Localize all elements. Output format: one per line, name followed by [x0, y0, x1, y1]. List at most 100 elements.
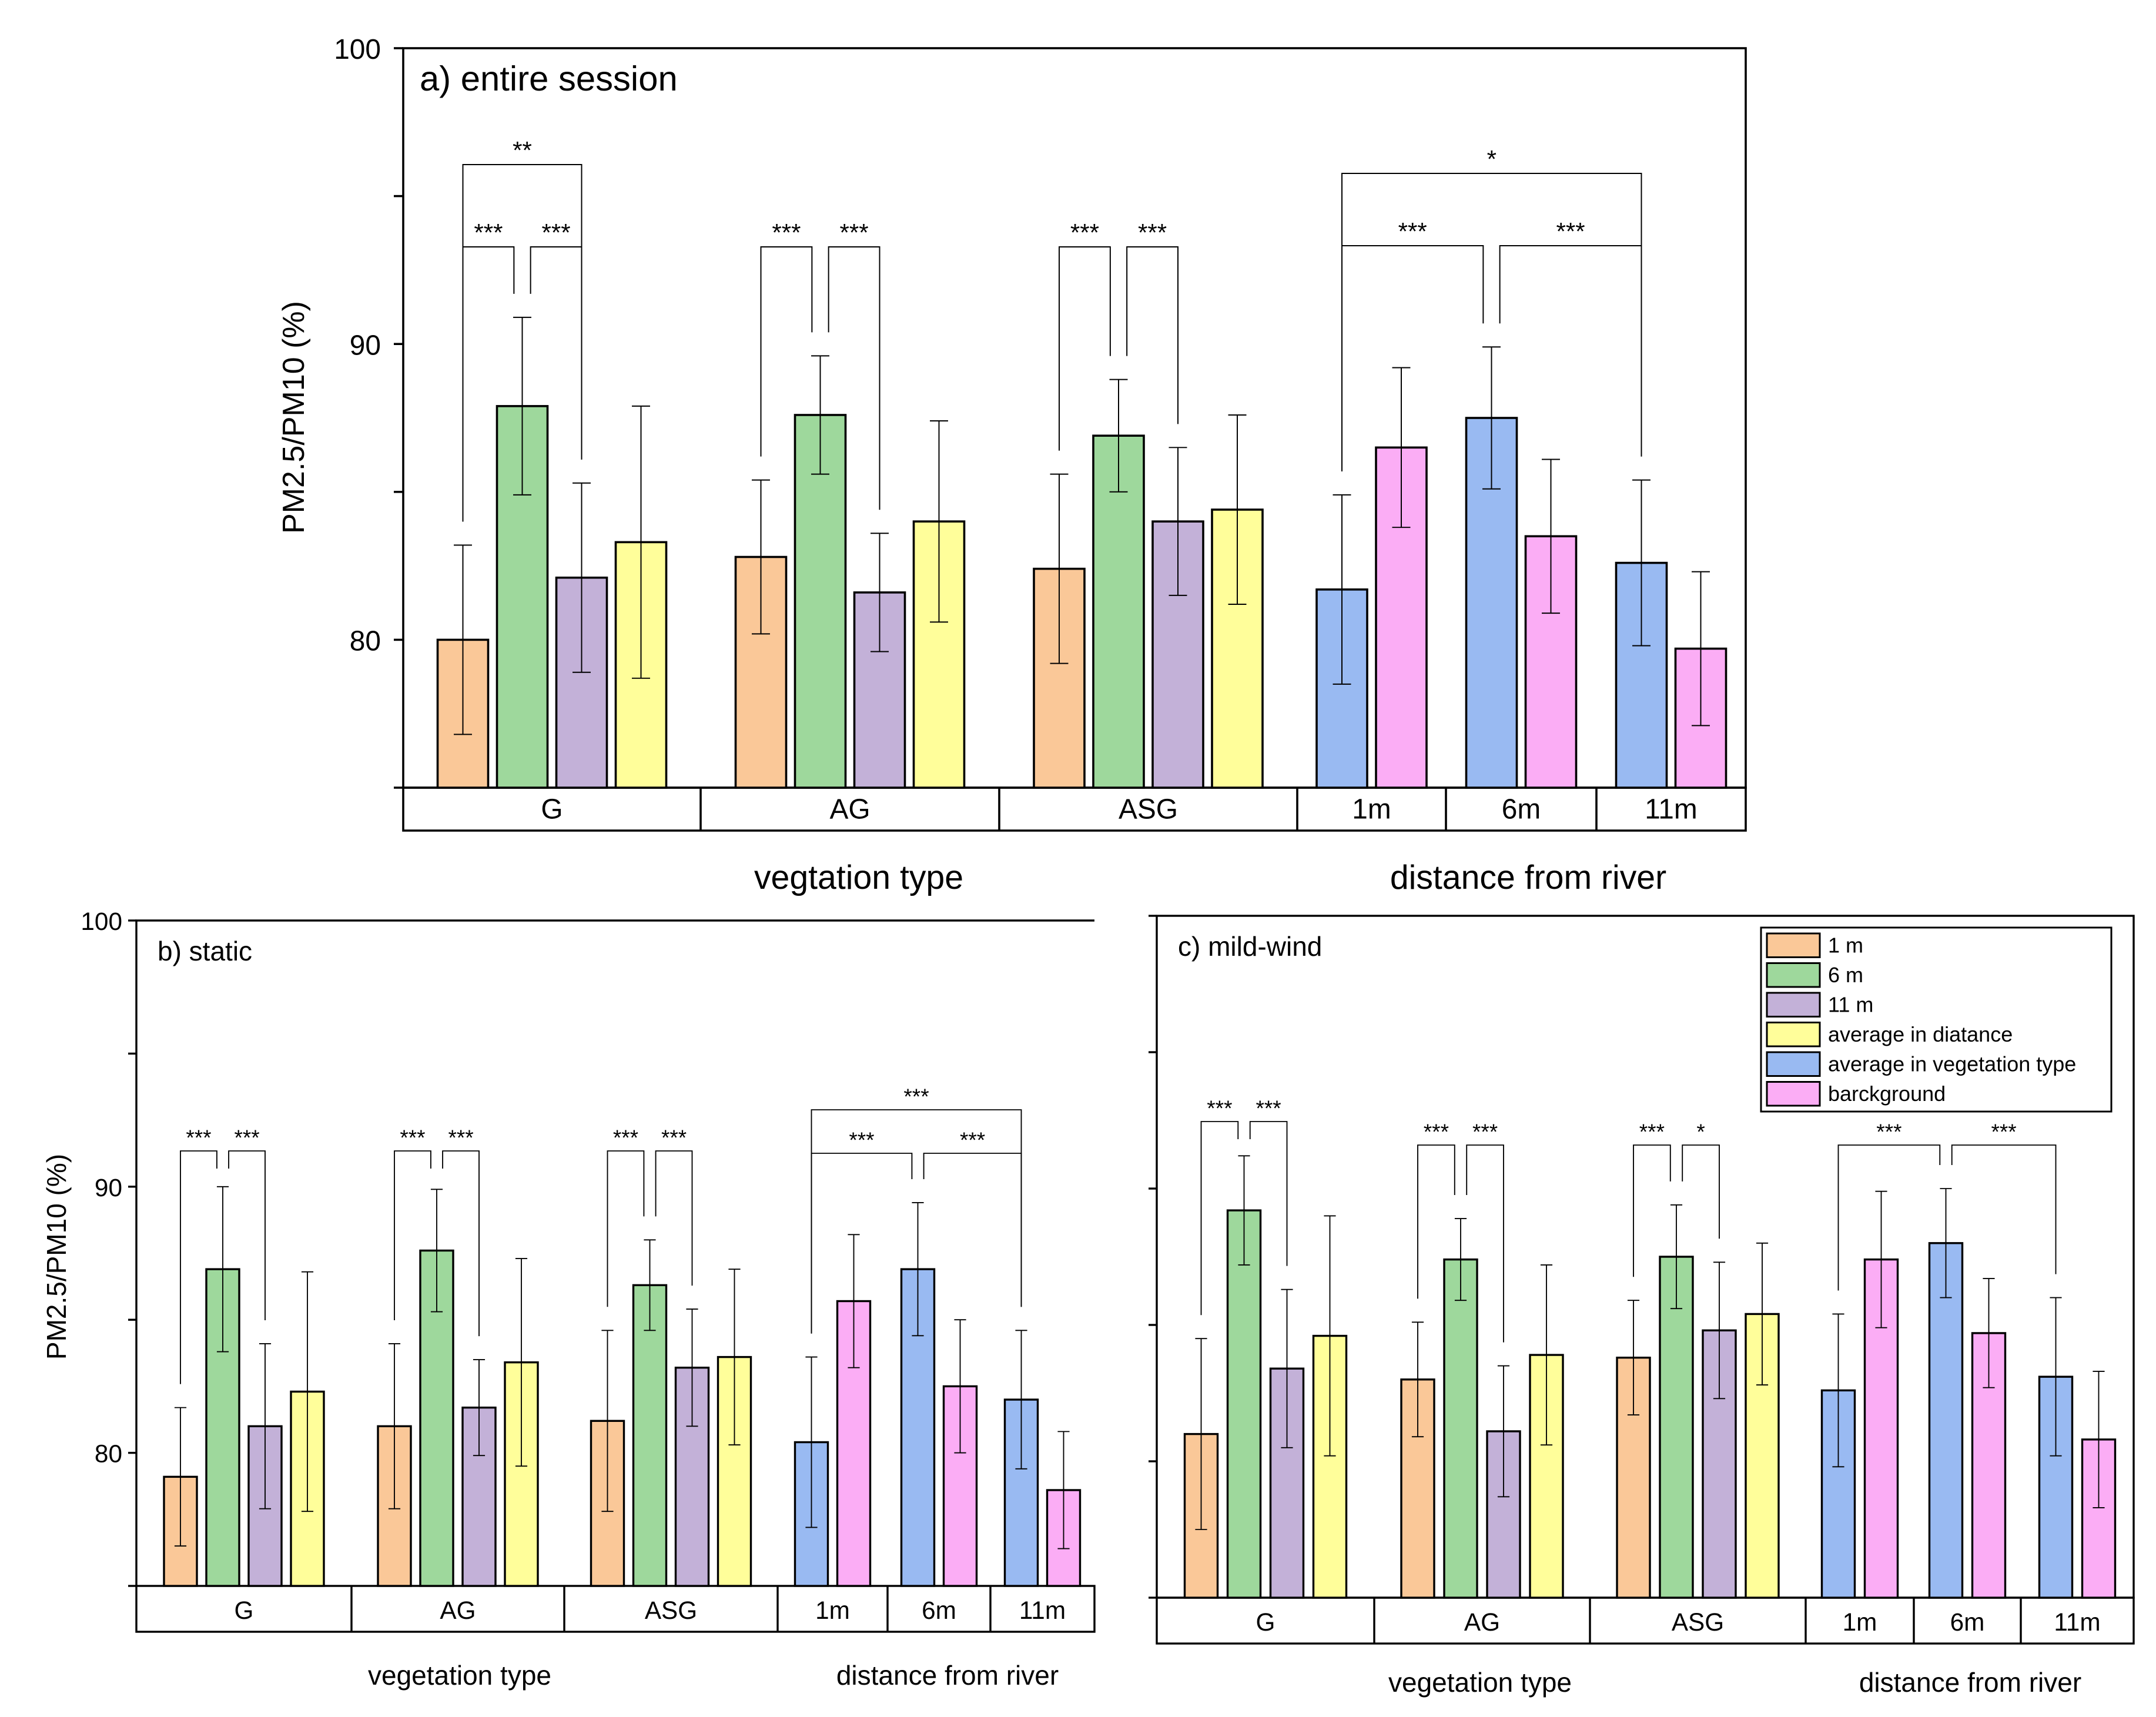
legend-label: barckground: [1828, 1082, 1946, 1106]
error-bar: [1228, 414, 1247, 605]
significance-stars: ***: [1424, 1120, 1449, 1144]
category-label: 11m: [2054, 1608, 2100, 1636]
significance-bracket: [1466, 1144, 1504, 1343]
significance-bracket: [1417, 1144, 1455, 1299]
error-bar: [1542, 458, 1560, 614]
error-bar: [1875, 1190, 1887, 1328]
bar-ASG-6-m: [1659, 1256, 1694, 1599]
significance-stars: ***: [840, 219, 869, 246]
significance-bracket: [1341, 173, 1642, 471]
significance-stars: ***: [1991, 1120, 2017, 1144]
error-bar: [259, 1343, 272, 1510]
category-label: ASG: [645, 1596, 697, 1624]
error-bar: [644, 1239, 656, 1331]
category-label: 11m: [1645, 794, 1698, 825]
bar-ASG-6-m: [632, 1284, 668, 1587]
error-bar: [1057, 1431, 1070, 1549]
significance-stars: ***: [1876, 1120, 1901, 1144]
bar-AG-6-m: [1443, 1258, 1478, 1599]
significance-stars: ***: [234, 1126, 259, 1150]
error-bar: [1454, 1218, 1467, 1301]
y-axis-label: PM2.5/PM10 (%): [41, 1154, 72, 1360]
significance-bracket: [1499, 245, 1642, 457]
error-bar: [573, 482, 591, 673]
significance-stars: ***: [772, 219, 801, 246]
y-tick-label: 90: [95, 1174, 122, 1201]
significance-stars: ***: [661, 1126, 687, 1150]
error-bar: [1050, 473, 1069, 664]
significance-stars: ***: [474, 219, 503, 246]
error-bar: [1169, 447, 1187, 596]
error-bar: [1983, 1278, 1995, 1388]
error-bar: [515, 1258, 528, 1467]
error-bar: [1627, 1300, 1640, 1416]
significance-bracket: [180, 1150, 217, 1384]
error-bar: [513, 316, 531, 496]
error-bar: [1940, 1188, 1952, 1298]
panel-b: 80 90 100 PM2.5/PM10 (%) b) static G AG ASG 1m 6m…: [41, 908, 1096, 1691]
bar-G-6-m: [1226, 1209, 1262, 1599]
significance-bracket: [1837, 1144, 1941, 1291]
error-bar: [752, 479, 770, 635]
section-label: vegetation type: [368, 1660, 551, 1691]
section-label: distance from river: [1859, 1667, 2081, 1698]
significance-stars: **: [513, 136, 532, 164]
error-bar: [1692, 571, 1710, 727]
y-axis-label: PM2.5/PM10 (%): [277, 301, 311, 534]
significance-stars: ***: [186, 1126, 211, 1150]
bar-AG-average-in-diatance: [1529, 1354, 1564, 1599]
error-bar: [1632, 479, 1651, 647]
significance-bracket: [607, 1150, 645, 1307]
bar-1m-barckground: [1863, 1258, 1899, 1599]
y-tick-label: 80: [350, 626, 381, 657]
legend-swatch: [1766, 1022, 1821, 1047]
significance-bracket: [828, 246, 881, 510]
significance-bracket: [442, 1150, 480, 1337]
section-label: distance from river: [836, 1660, 1059, 1691]
significance-stars: ***: [1472, 1120, 1498, 1144]
bar-ASG-6-m: [1092, 434, 1145, 789]
legend-label: average in diatance: [1828, 1022, 2013, 1046]
significance-stars: ***: [960, 1128, 985, 1152]
significance-stars: ***: [1070, 219, 1099, 246]
error-bar: [1670, 1204, 1683, 1310]
significance-bracket: [655, 1150, 693, 1286]
error-bar: [871, 533, 889, 652]
error-bar: [2050, 1297, 2062, 1457]
section-label: vegtation type: [754, 859, 963, 896]
panel-a: 80 90 100 PM2.5/PM10 (%) a) entire session G A…: [277, 34, 1747, 896]
significance-bracket: [1682, 1144, 1720, 1239]
error-bar: [601, 1330, 614, 1512]
panel-c: c) mild-wind G AG ASG 1m 6m 11m vegetation type…: [1149, 915, 2135, 1698]
category-label: 6m: [1950, 1608, 1985, 1636]
error-bar: [1015, 1330, 1027, 1470]
error-bar: [388, 1343, 401, 1510]
error-bar: [686, 1308, 698, 1427]
legend-box: [1760, 926, 2113, 1113]
category-axis-box: [1156, 1596, 2135, 1645]
section-label: vegetation type: [1388, 1667, 1572, 1698]
panel-title: a) entire session: [420, 59, 678, 98]
category-label: 1m: [1843, 1608, 1877, 1636]
category-label: 6m: [1502, 794, 1541, 825]
legend-swatch: [1766, 992, 1821, 1018]
category-label: AG: [440, 1596, 476, 1624]
error-bar: [728, 1268, 741, 1445]
error-bar: [454, 544, 472, 735]
error-bar: [1281, 1288, 1293, 1448]
significance-bracket: [1341, 245, 1484, 471]
significance-stars: ***: [542, 219, 571, 246]
panel-title: b) static: [158, 936, 252, 966]
y-tick-label: 100: [81, 908, 122, 935]
legend-swatch: [1766, 962, 1821, 988]
significance-bracket: [811, 1109, 1022, 1334]
error-bar: [954, 1319, 966, 1454]
significance-bracket: [760, 246, 813, 457]
category-label: ASG: [1672, 1608, 1724, 1636]
error-bar: [811, 355, 829, 475]
error-bar: [1832, 1313, 1844, 1468]
error-bar: [301, 1271, 314, 1512]
significance-stars: ***: [1639, 1120, 1665, 1144]
error-bar: [930, 420, 948, 623]
